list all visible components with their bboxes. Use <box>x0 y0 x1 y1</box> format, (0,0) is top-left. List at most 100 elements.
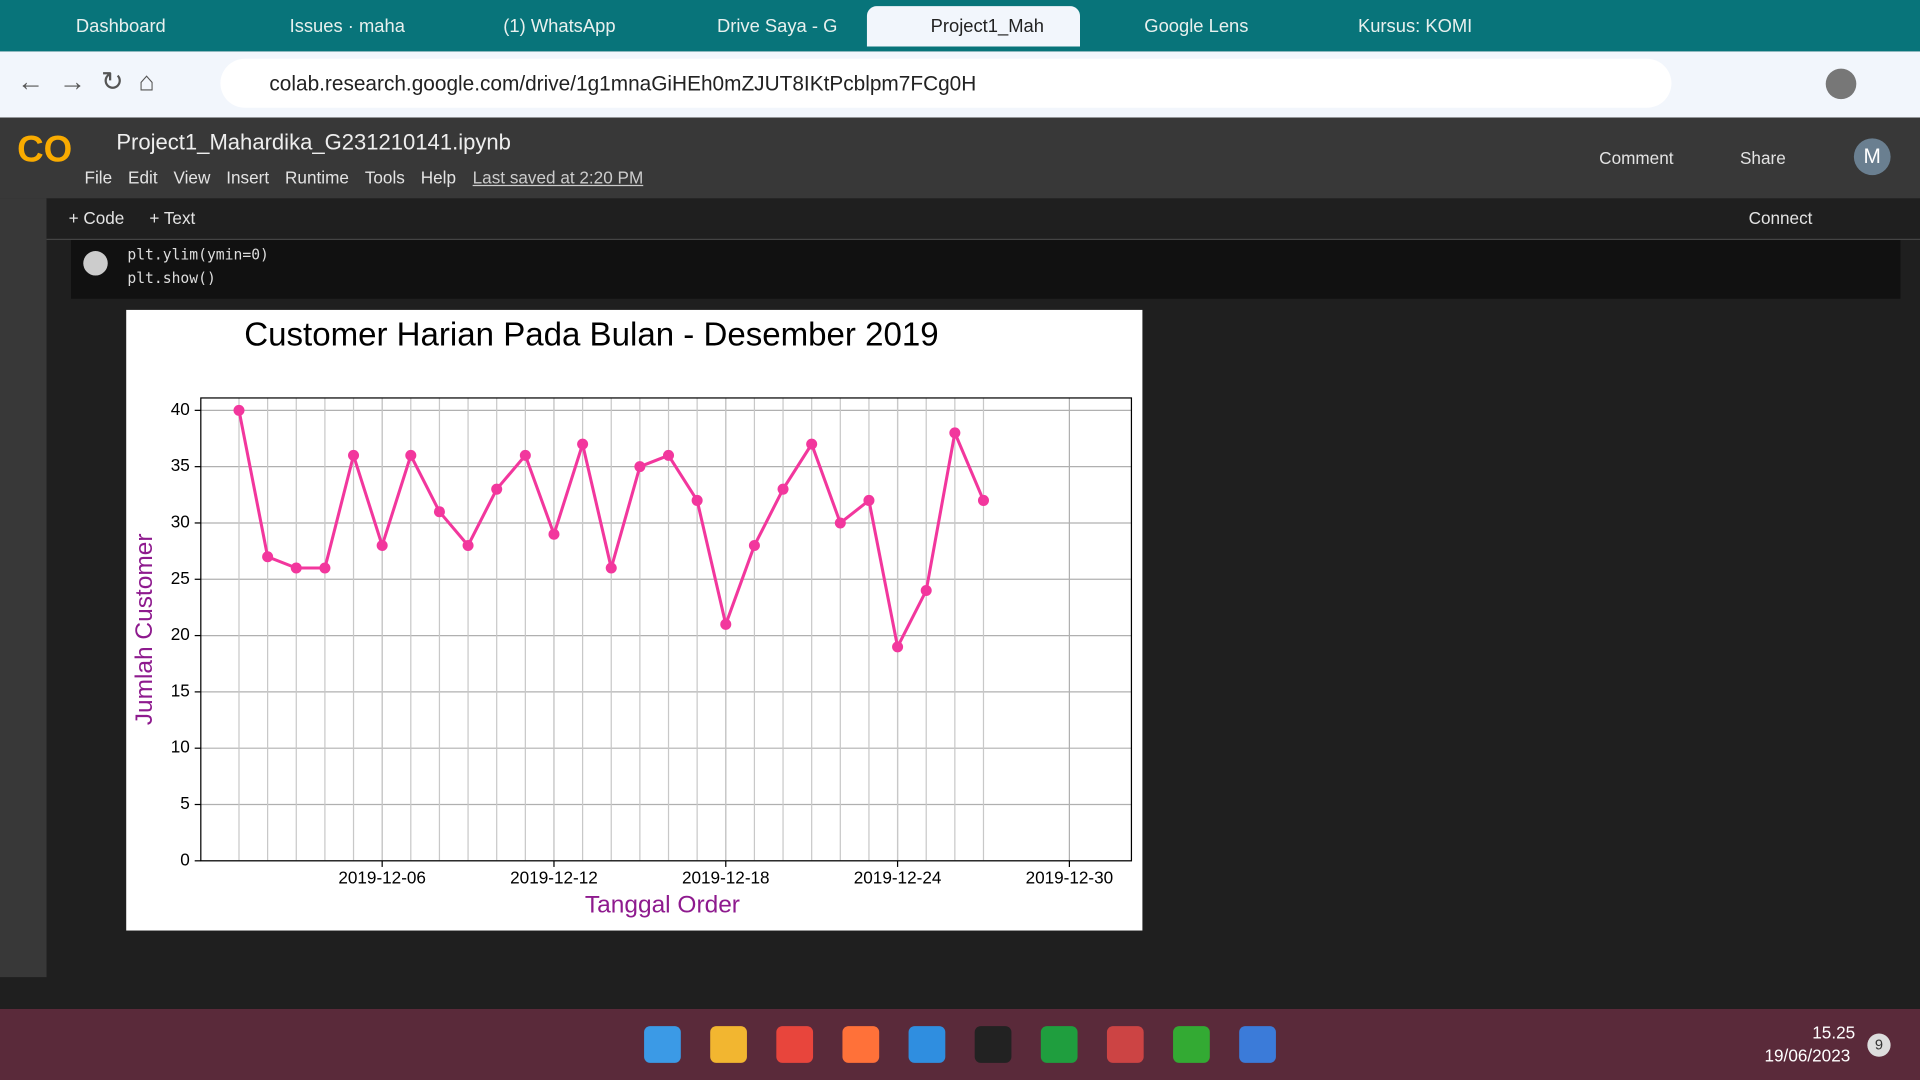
logo: CO <box>17 129 73 171</box>
tab[interactable]: Google Lens <box>1144 15 1249 37</box>
point <box>863 494 875 506</box>
point <box>662 449 675 461</box>
menu-item[interactable]: View <box>173 167 211 188</box>
taskbar-icon[interactable] <box>908 1026 946 1063</box>
taskbar-icon[interactable] <box>842 1026 880 1063</box>
colab-header: CO Project1_Mahardika_G231210141.ipynb F… <box>0 117 1920 199</box>
taskbar-icon[interactable] <box>1106 1026 1144 1063</box>
clock-date: 19/06/2023 <box>1764 1045 1851 1066</box>
tab[interactable]: Issues · maha <box>289 15 405 37</box>
point <box>806 438 818 450</box>
y-tick-label: 15 <box>171 680 190 700</box>
point <box>548 528 560 540</box>
x-tick-label: 2019-12-12 <box>510 868 598 888</box>
point <box>605 562 617 574</box>
add-text[interactable]: + Text <box>149 208 196 228</box>
taskbar-icon[interactable] <box>1239 1026 1276 1063</box>
point <box>977 494 989 506</box>
y-axis-label: Jumlah Customer <box>131 534 158 726</box>
point <box>892 641 904 653</box>
code-line: plt.ylim(ymin=0) <box>127 246 269 264</box>
y-tick-label: 35 <box>171 455 190 475</box>
point <box>519 449 531 461</box>
point <box>319 562 331 574</box>
profile[interactable] <box>1825 68 1857 100</box>
chart-bg <box>126 309 1143 931</box>
toolbar: colab.research.google.com/drive/1g1mnaGi… <box>0 51 1920 118</box>
tab[interactable]: Project1_Mah <box>866 6 1081 47</box>
sidebar <box>0 198 47 978</box>
comment-button[interactable]: Comment <box>1599 148 1674 168</box>
point <box>433 506 445 518</box>
point <box>405 449 417 461</box>
share-button[interactable]: Share <box>1740 148 1786 168</box>
taskbar-icon[interactable] <box>974 1026 1012 1063</box>
y-tick-label: 10 <box>171 737 190 757</box>
code-cell: plt.ylim(ymin=0) plt.show() <box>71 240 1901 299</box>
x-tick-label: 2019-12-06 <box>338 868 426 888</box>
point <box>233 404 245 416</box>
add-code[interactable]: + Code <box>68 208 125 228</box>
cell-toolbar: + Code + Text Connect <box>46 198 1920 241</box>
x-tick-label: 2019-12-18 <box>682 868 770 888</box>
point <box>949 427 961 439</box>
omnibox[interactable] <box>220 58 1672 108</box>
taskbar-icon[interactable] <box>1173 1026 1210 1063</box>
y-tick-label: 20 <box>171 624 190 644</box>
code-line: plt.show() <box>127 269 216 287</box>
x-axis-label: Tanggal Order <box>585 892 740 919</box>
menu-item[interactable]: File <box>84 167 113 188</box>
point <box>290 562 302 574</box>
x-tick-label: 2019-12-30 <box>1026 868 1114 888</box>
code: plt.ylim(ymin=0) plt.show() <box>127 244 269 291</box>
tab[interactable]: Drive Saya - G <box>716 15 838 37</box>
chart: Customer Harian Pada Bulan - Desember 20… <box>126 309 1143 931</box>
y-tick-label: 25 <box>171 568 190 588</box>
tab[interactable]: Dashboard <box>75 15 166 37</box>
plot-frame <box>200 397 1133 862</box>
taskbar-icon[interactable] <box>1040 1026 1078 1063</box>
taskbar-icon[interactable] <box>710 1026 747 1063</box>
y-tick-label: 0 <box>180 849 190 869</box>
point <box>691 494 703 506</box>
chart-title: Customer Harian Pada Bulan - Desember 20… <box>244 316 938 353</box>
point <box>748 539 760 551</box>
point <box>262 551 274 563</box>
x-tick-label: 2019-12-24 <box>854 868 942 888</box>
point <box>491 483 503 495</box>
notification-badge[interactable]: 9 <box>1867 1033 1891 1057</box>
point <box>777 483 789 495</box>
nav-icons[interactable]: ← → ↻ ⌂ <box>17 66 155 97</box>
point <box>920 585 932 597</box>
last-saved[interactable]: Last saved at 2:20 PM <box>472 167 644 188</box>
point <box>634 461 646 473</box>
menu-bar: File Edit View Insert Runtime Tools Help <box>84 168 471 190</box>
point <box>348 449 360 461</box>
menu-item[interactable]: Tools <box>364 167 405 188</box>
connect[interactable]: Connect <box>1748 208 1813 228</box>
y-tick-label: 5 <box>180 793 190 813</box>
point <box>834 517 846 529</box>
menu-item[interactable]: Edit <box>128 167 158 188</box>
point <box>720 618 732 630</box>
menu-item[interactable]: Runtime <box>285 167 349 188</box>
run-button[interactable] <box>83 251 108 276</box>
tab-strip: Dashboard Issues · maha (1) WhatsApp Drive … <box>0 0 1920 52</box>
y-tick-label: 40 <box>171 399 190 419</box>
url: colab.research.google.com/drive/1g1mnaGi… <box>269 72 977 96</box>
point <box>462 539 474 551</box>
clock-time: 15.25 <box>1812 1022 1856 1043</box>
menu-item[interactable]: Insert <box>226 167 270 188</box>
taskbar: 15.25 19/06/2023 9 <box>0 1008 1920 1080</box>
tab[interactable]: Kursus: KOMI <box>1357 15 1473 37</box>
avatar[interactable]: M <box>1853 138 1891 176</box>
tab[interactable]: (1) WhatsApp <box>503 15 616 37</box>
point <box>577 438 589 450</box>
taskbar-icon[interactable] <box>644 1026 681 1063</box>
y-tick-label: 30 <box>171 511 190 531</box>
taskbar-icon[interactable] <box>776 1026 814 1063</box>
menu-item[interactable]: Help <box>420 167 457 188</box>
notebook-title[interactable]: Project1_Mahardika_G231210141.ipynb <box>116 129 511 155</box>
